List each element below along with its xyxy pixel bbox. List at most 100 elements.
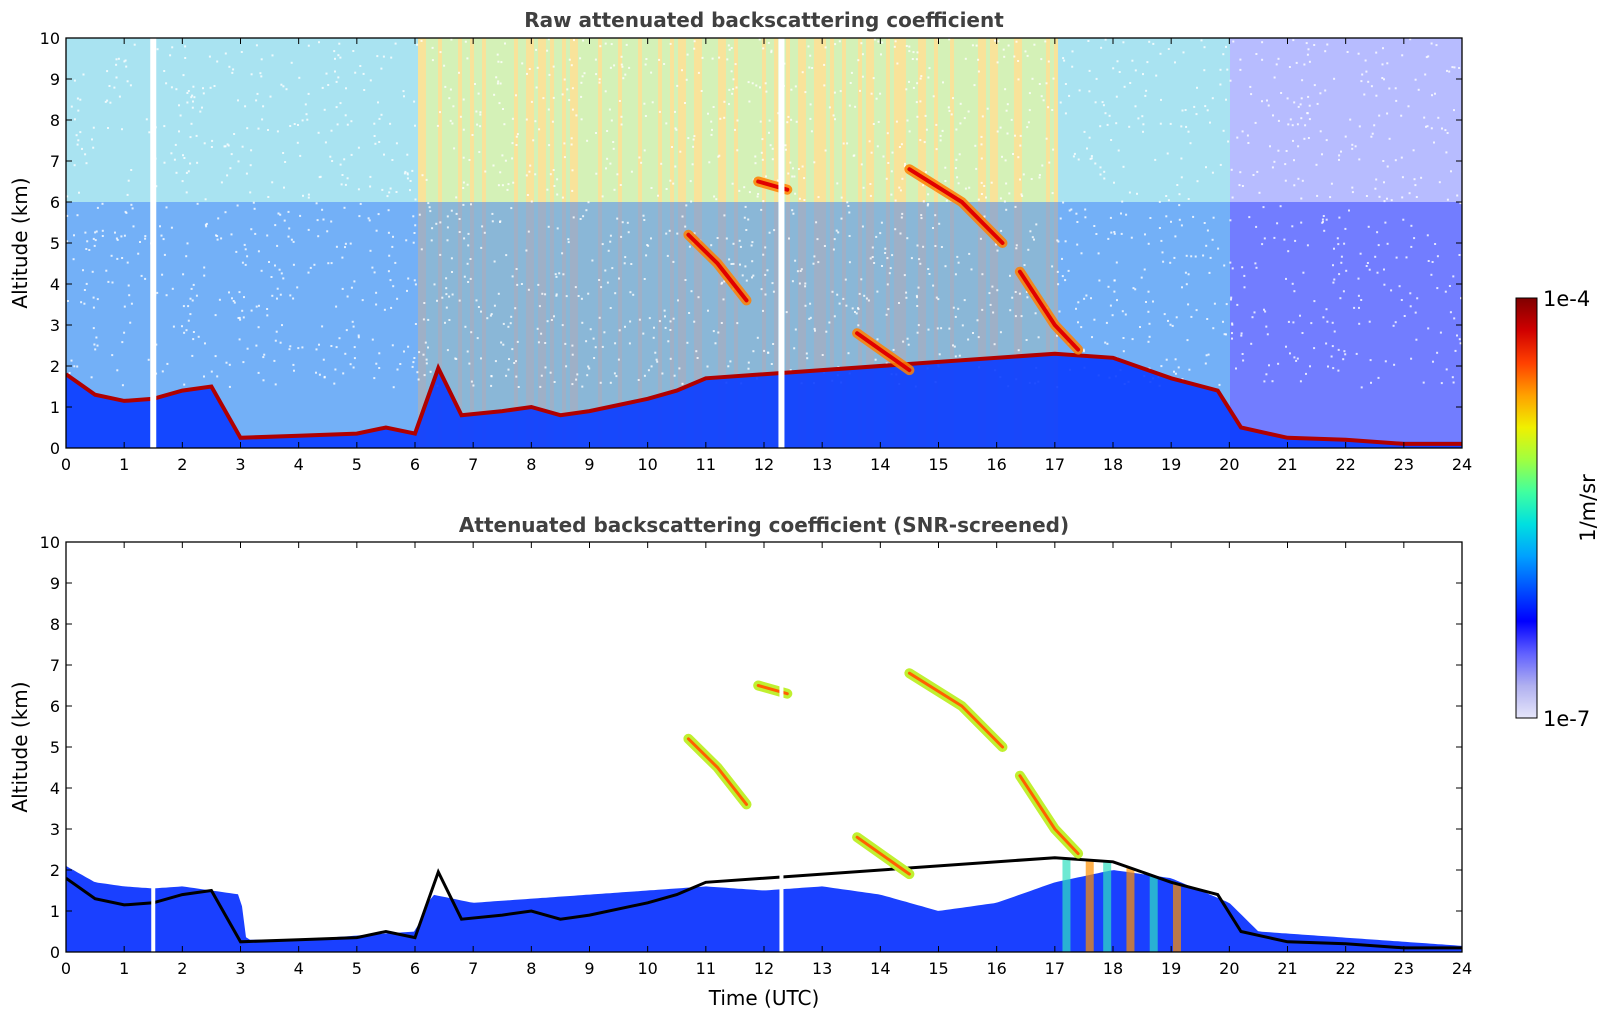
noise-speck [498, 102, 501, 105]
x-tick-label: 22 [1335, 959, 1355, 978]
noise-speck [526, 72, 528, 75]
noise-speck [728, 88, 731, 91]
noise-speck [677, 299, 679, 302]
noise-column-low [590, 202, 594, 448]
noise-column [1302, 38, 1306, 448]
noise-column-low [702, 202, 706, 448]
noise-speck [407, 277, 410, 280]
noise-column-low [1398, 202, 1402, 448]
noise-speck [1174, 235, 1177, 238]
noise-speck [101, 202, 104, 205]
noise-speck [887, 308, 890, 311]
noise-column-low [402, 202, 406, 448]
noise-speck [315, 371, 317, 374]
noise-speck [848, 211, 851, 214]
noise-column [730, 38, 734, 448]
noise-speck [1014, 315, 1017, 318]
noise-speck [467, 244, 470, 247]
noise-column-low [74, 202, 78, 448]
precip-streak [1172, 883, 1181, 952]
noise-speck [760, 208, 763, 211]
noise-speck [1261, 41, 1264, 44]
noise-speck [905, 45, 908, 47]
noise-speck [322, 358, 325, 361]
noise-speck [620, 235, 623, 238]
noise-speck [1230, 168, 1233, 171]
noise-column-low [314, 202, 318, 448]
noise-speck [1076, 243, 1079, 246]
noise-column-low [1210, 202, 1214, 448]
noise-speck [688, 245, 691, 248]
noise-column-low [530, 202, 534, 448]
noise-speck [274, 383, 277, 386]
noise-speck [93, 343, 96, 346]
noise-speck [288, 227, 291, 230]
noise-speck [834, 118, 836, 121]
noise-speck [707, 309, 709, 312]
noise-speck [1232, 40, 1235, 43]
noise-speck [267, 129, 269, 131]
noise-speck [120, 235, 123, 238]
noise-speck [785, 311, 788, 314]
noise-speck [723, 214, 726, 217]
noise-column [494, 38, 498, 448]
noise-speck [1410, 224, 1413, 227]
noise-speck [1161, 251, 1164, 254]
noise-speck [349, 363, 352, 366]
noise-speck [436, 124, 439, 127]
noise-speck [1148, 335, 1151, 338]
noise-column-low [1206, 202, 1210, 448]
noise-speck [1299, 103, 1302, 106]
noise-column-low [1270, 202, 1274, 448]
noise-speck [462, 181, 465, 184]
noise-speck [373, 271, 376, 274]
noise-speck [290, 238, 293, 241]
noise-speck [968, 186, 971, 189]
noise-column-low [194, 202, 198, 448]
noise-speck [628, 66, 631, 69]
noise-column-low [262, 202, 266, 448]
noise-column [334, 38, 338, 448]
noise-speck [1180, 176, 1183, 179]
noise-speck [1386, 197, 1388, 200]
noise-speck [692, 145, 695, 148]
noise-speck [1159, 122, 1162, 125]
noise-speck [764, 273, 767, 276]
noise-speck [266, 234, 269, 237]
noise-speck [906, 237, 909, 240]
noise-column-low [486, 202, 490, 448]
noise-speck [1064, 83, 1067, 85]
noise-column [1418, 38, 1422, 448]
noise-speck [1261, 100, 1263, 103]
noise-speck [345, 329, 348, 332]
noise-speck [1321, 218, 1324, 221]
noise-speck [544, 342, 547, 344]
noise-speck [1386, 165, 1389, 168]
noise-speck [626, 221, 629, 224]
noise-column-low [90, 202, 94, 448]
noise-column-low [442, 202, 446, 448]
y-tick-label: 4 [50, 275, 60, 294]
noise-speck [77, 109, 80, 112]
noise-column [926, 38, 930, 448]
noise-speck [386, 195, 389, 198]
noise-speck [948, 38, 951, 41]
noise-speck [650, 237, 652, 240]
noise-speck [283, 186, 285, 189]
noise-speck [832, 248, 835, 251]
noise-speck [942, 81, 944, 84]
noise-speck [754, 162, 757, 165]
noise-speck [669, 357, 672, 360]
y-tick-label: 4 [50, 779, 60, 798]
noise-speck [192, 283, 195, 286]
noise-speck [870, 151, 873, 154]
noise-speck [899, 232, 902, 235]
noise-speck [116, 257, 119, 260]
noise-speck [334, 70, 336, 73]
noise-column [1182, 38, 1186, 448]
noise-speck [1453, 66, 1456, 69]
noise-column-low [570, 202, 574, 448]
noise-speck [106, 99, 109, 102]
noise-speck [1166, 152, 1169, 155]
noise-speck [1211, 238, 1214, 241]
